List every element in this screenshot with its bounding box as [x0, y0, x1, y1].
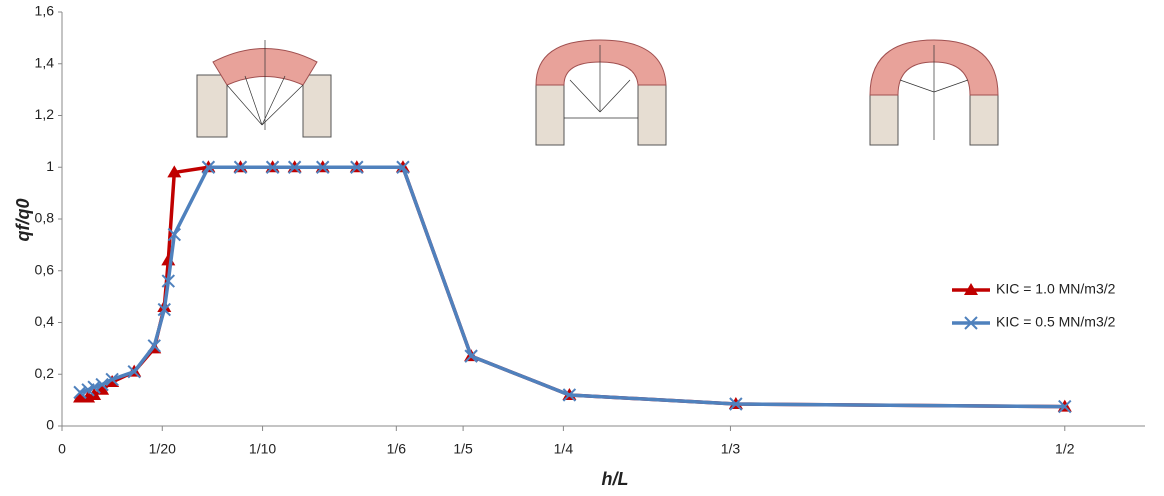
x-tick-label: 1/10 — [249, 441, 276, 457]
x-tick-label: 0 — [58, 441, 66, 457]
y-tick-label: 1,4 — [35, 54, 55, 70]
y-tick-label: 0,8 — [35, 210, 55, 226]
y-tick-label: 1,2 — [35, 106, 55, 122]
y-axis-title: qf/q0 — [13, 199, 33, 242]
pier — [536, 85, 564, 145]
y-tick-label: 0 — [46, 417, 54, 433]
x-tick-label: 1/20 — [149, 441, 176, 457]
y-tick-label: 0,4 — [35, 313, 55, 329]
pier — [303, 75, 331, 137]
series-line — [80, 167, 1065, 406]
legend-label: KIC = 0.5 MN/m3/2 — [996, 314, 1116, 330]
pier — [638, 85, 666, 145]
pier — [970, 95, 998, 145]
x-tick-label: 1/3 — [721, 441, 741, 457]
y-tick-label: 0,6 — [35, 261, 55, 277]
x-tick-label: 1/5 — [453, 441, 473, 457]
x-tick-label: 1/6 — [387, 441, 407, 457]
x-axis-title: h/L — [602, 469, 629, 489]
y-tick-label: 0,2 — [35, 365, 55, 381]
series-line — [80, 167, 1065, 406]
pier — [870, 95, 898, 145]
arch-illustrations — [197, 40, 998, 145]
y-tick-label: 1,6 — [35, 3, 55, 19]
arch — [536, 40, 666, 85]
x-tick-label: 1/2 — [1055, 441, 1075, 457]
pier — [197, 75, 227, 137]
chart: h/L qf/q0 0 0,2 0,4 0,6 0,8 1 1,2 1,4 1,6 0 1/20 1/… — [0, 0, 1164, 496]
y-tick-label: 1 — [46, 158, 54, 174]
legend-label: KIC = 1.0 MN/m3/2 — [996, 281, 1116, 297]
x-tick-label: 1/4 — [554, 441, 574, 457]
